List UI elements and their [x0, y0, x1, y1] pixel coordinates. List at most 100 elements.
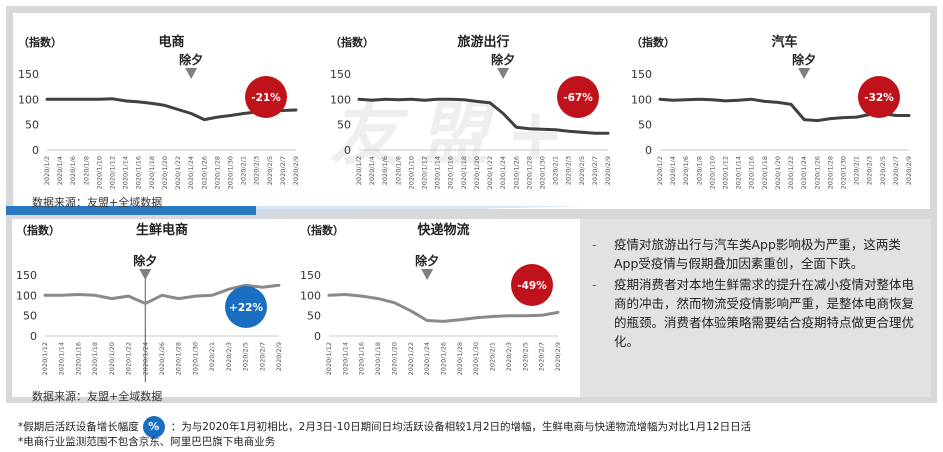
x-tick-label: 2020/2/3 — [253, 156, 261, 185]
growth-badge-label: -32% — [864, 92, 894, 104]
x-tick-label: 2020/1/12 — [41, 342, 49, 375]
x-tick-label: 2020/1/4 — [669, 156, 677, 185]
x-tick-label: 2020/2/9 — [554, 342, 562, 371]
x-tick-label: 2020/1/28 — [525, 156, 533, 189]
x-tick-label: 2020/1/12 — [421, 156, 429, 189]
x-tick-label: 2020/1/14 — [434, 156, 442, 189]
x-tick-label: 2020/2/7 — [258, 342, 266, 371]
chart-title: 快递物流 — [417, 222, 469, 238]
growth-badge — [557, 76, 599, 118]
growth-badge-label: -49% — [517, 280, 547, 292]
source-label-top: 数据来源：友盟+全域数据 — [32, 196, 163, 209]
x-tick-label: 2020/2/5 — [521, 342, 529, 371]
x-tick-label: 2020/1/18 — [460, 156, 468, 189]
x-tick-label: 2020/1/4 — [368, 156, 376, 185]
x-tick-label: 2020/1/14 — [122, 156, 130, 189]
y-tick-label: 50 — [25, 119, 39, 132]
x-tick-label: 2020/1/22 — [125, 342, 133, 375]
x-tick-label: 2020/2/1 — [489, 342, 497, 371]
percent-icon: % — [142, 416, 165, 438]
x-tick-label: 2020/1/30 — [839, 156, 847, 189]
y-tick-label: 50 — [638, 119, 652, 132]
x-tick-label: 2020/1/8 — [82, 156, 90, 185]
y-tick-label: 100 — [330, 93, 351, 106]
x-tick-label: 2020/1/20 — [774, 156, 782, 189]
annotation-marker — [185, 68, 198, 79]
commentary-panel: - 疫情对旅游出行与汽车类App影响极为严重，这两类App受疫情与假期叠加因素重… — [580, 219, 931, 397]
y-tick-label: 150 — [300, 269, 321, 282]
x-tick-label: 2020/2/3 — [866, 156, 874, 185]
x-tick-label: 2020/2/5 — [242, 342, 250, 371]
x-tick-label: 2020/1/8 — [695, 156, 703, 185]
x-tick-label: 2020/1/20 — [390, 342, 398, 375]
y-tick-label: 0 — [30, 330, 37, 343]
x-tick-label: 2020/2/9 — [905, 156, 913, 185]
x-tick-label: 2020/1/26 — [512, 156, 520, 189]
x-tick-label: 2020/2/1 — [240, 156, 248, 185]
chart-title: 电商 — [158, 34, 184, 50]
x-tick-label: 2020/1/30 — [191, 342, 199, 375]
growth-badge — [511, 264, 553, 306]
footnote-growth: *假期后活跃设备增长幅度% ：为与2020年1月初相比，2月3日-10日期间日均活… — [18, 416, 751, 438]
x-tick-label: 2020/2/9 — [275, 342, 283, 371]
footnote-prefix: *假期后活跃设备增长幅度 — [18, 421, 139, 433]
bullet-dash: - — [592, 277, 597, 292]
chart-ylabel: （指数） — [631, 35, 675, 49]
x-tick-label: 2020/2/1 — [853, 156, 861, 185]
x-tick-label: 2020/1/18 — [374, 342, 382, 375]
x-tick-label: 2020/1/22 — [407, 342, 415, 375]
x-tick-label: 2020/1/4 — [56, 156, 64, 185]
x-tick-label: 2020/2/3 — [565, 156, 573, 185]
chart-travel: （指数） 旅游出行 0 50 100 150 2020/1/2 2020/1/4 2020/1/… — [330, 34, 612, 189]
x-tick-label: 2020/1/16 — [74, 342, 82, 375]
x-tick-label: 2020/1/26 — [440, 342, 448, 375]
x-tick-label: 2020/1/12 — [325, 342, 333, 375]
x-tick-label: 2020/2/5 — [266, 156, 274, 185]
series-line — [357, 97, 610, 135]
x-tick-label: 2020/1/14 — [58, 342, 66, 375]
x-tick-label: 2020/1/24 — [800, 156, 808, 189]
growth-badge — [225, 286, 267, 328]
y-tick-label: 150 — [631, 68, 652, 81]
x-tick-label: 2020/1/18 — [761, 156, 769, 189]
x-tick-label: 2020/1/20 — [161, 156, 169, 189]
annotation-marker — [139, 269, 152, 280]
x-tick-label: 2020/2/7 — [892, 156, 900, 185]
x-tick-label: 2020/1/2 — [43, 156, 51, 185]
x-tick-label: 2020/1/2 — [355, 156, 363, 185]
x-tick-label: 2020/1/22 — [486, 156, 494, 189]
x-tick-label: 2020/2/7 — [538, 342, 546, 371]
y-tick-label: 0 — [314, 330, 321, 343]
x-tick-label: 2020/2/7 — [591, 156, 599, 185]
x-tick-label: 2020/2/9 — [604, 156, 612, 185]
chart-title: 生鲜电商 — [136, 222, 188, 238]
footnote-scope: *电商行业监测范围不包含京东、阿里巴巴旗下电商业务 — [18, 436, 276, 448]
x-tick-label: 2020/1/26 — [813, 156, 821, 189]
growth-badge-label: -21% — [251, 92, 281, 104]
y-tick-label: 150 — [18, 68, 39, 81]
growth-badge — [858, 76, 900, 118]
annotation-marker — [798, 68, 811, 79]
chart-logistics: （指数） 快递物流 0 50 100 150 2020/1/12 2020/1/14 2020/… — [300, 222, 562, 375]
annotation-marker — [421, 269, 434, 280]
commentary-text: 疫期消费者对本地生鲜需求的提升在减小疫情对整体电商的冲击，然而物流受疫情影响严重… — [614, 277, 915, 349]
commentary-item: - 疫情对旅游出行与汽车类App影响极为严重，这两类App受疫情与假期叠加因素重… — [588, 235, 919, 273]
bullet-dash: - — [592, 237, 597, 252]
x-tick-label: 2020/1/24 — [499, 156, 507, 189]
x-tick-label: 2020/1/26 — [200, 156, 208, 189]
chart-ylabel: （指数） — [16, 223, 60, 237]
x-tick-label: 2020/1/24 — [423, 342, 431, 375]
x-tick-label: 2020/1/12 — [722, 156, 730, 189]
chart-title: 旅游出行 — [457, 34, 509, 50]
annotation-label: 除夕 — [133, 253, 157, 268]
y-tick-label: 100 — [631, 93, 652, 106]
x-tick-label: 2020/1/10 — [708, 156, 716, 189]
x-tick-label: 2020/1/16 — [447, 156, 455, 189]
series-line — [658, 97, 911, 123]
x-tick-label: 2020/1/6 — [682, 156, 690, 185]
banner-stripe — [6, 206, 256, 215]
commentary-text: 疫情对旅游出行与汽车类App影响极为严重，这两类App受疫情与假期叠加因素重创，… — [614, 237, 901, 271]
x-tick-label: 2020/1/8 — [394, 156, 402, 185]
x-tick-label: 2020/1/18 — [91, 342, 99, 375]
y-tick-label: 100 — [16, 289, 37, 302]
